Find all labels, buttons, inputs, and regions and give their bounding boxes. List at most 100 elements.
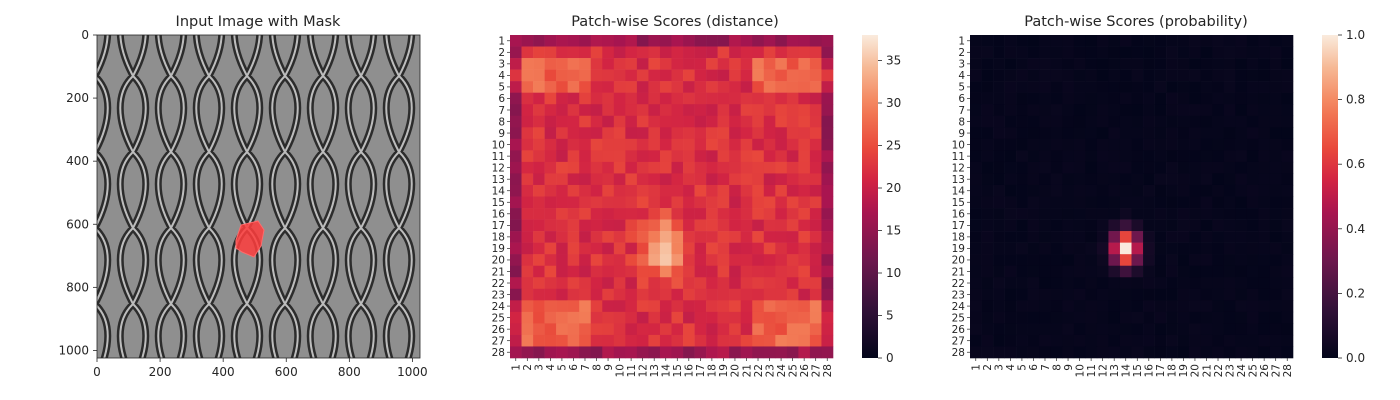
heatmap-cell (648, 334, 661, 347)
heatmap-cell (602, 219, 615, 232)
heatmap-cell (510, 277, 522, 290)
heatmap-cell (717, 254, 730, 267)
heatmap-cell (1177, 104, 1190, 117)
heatmap-cell (602, 115, 615, 128)
heatmap-cell (1119, 115, 1132, 128)
heatmap-cell (602, 288, 615, 301)
heatmap-cell (694, 184, 707, 197)
heatmap-cell (706, 92, 718, 105)
heatmap-cell (1212, 208, 1225, 220)
heatmap-cell (717, 184, 730, 197)
heatmap-cell (1235, 46, 1248, 59)
heatmap-cell (1004, 69, 1017, 82)
heatmap-cell (1189, 104, 1202, 117)
heatmap-cell (1223, 58, 1236, 70)
heatmap-cell (648, 311, 661, 324)
colorbar-tick-label: 30 (886, 96, 901, 110)
row-label: 24 (492, 301, 506, 313)
heatmap-cell (683, 208, 695, 220)
row-label: 23 (952, 289, 965, 301)
heatmap-cell (1131, 208, 1144, 220)
heatmap-cell (798, 334, 811, 347)
heatmap-cell (579, 138, 592, 151)
heatmap-cell (1246, 346, 1259, 359)
heatmap-cell (821, 311, 834, 324)
anomaly-mask (235, 220, 265, 258)
heatmap-cell (625, 173, 638, 186)
heatmap-cell (1085, 138, 1098, 151)
axes-frame (96, 34, 421, 359)
heatmap-cell (775, 150, 788, 163)
heatmap-cell (1143, 81, 1155, 93)
heatmap-cell (625, 242, 638, 255)
heatmap-cell (1096, 231, 1109, 243)
heatmap-cell (1258, 300, 1271, 313)
heatmap-cell (1223, 161, 1236, 174)
heatmap-cell (671, 196, 684, 209)
heatmap-cell (648, 184, 661, 197)
heatmap-cell (1189, 231, 1202, 243)
heatmap-cell (1085, 219, 1098, 232)
heatmap-cell (625, 46, 638, 59)
heatmap-cell (1085, 115, 1098, 128)
heatmap-cell (1212, 127, 1225, 140)
heatmap-cell (1154, 150, 1167, 163)
heatmap-cell (533, 35, 545, 47)
heatmap-cell (786, 127, 799, 140)
heatmap-cell (579, 277, 592, 290)
heatmap-cell (636, 323, 649, 336)
heatmap-cell (1027, 231, 1040, 243)
heatmap-cell (1246, 196, 1259, 209)
heatmap-cell (1200, 265, 1213, 278)
heatmap-cell (1258, 219, 1271, 232)
heatmap-cell (1189, 219, 1202, 232)
heatmap-cell (1189, 288, 1202, 301)
heatmap-cell (1062, 115, 1075, 128)
heatmap-cell (625, 138, 638, 151)
heatmap-cell (683, 115, 695, 128)
heatmap-cell (671, 323, 684, 336)
heatmap-cell (1016, 277, 1028, 290)
heatmap-cell (740, 184, 753, 197)
heatmap-cell (590, 300, 603, 313)
heatmap-cell (717, 208, 730, 220)
heatmap-cell (1073, 300, 1086, 313)
heatmap-cell (613, 92, 626, 105)
heatmap-cell (694, 46, 707, 59)
col-label: 3 (994, 364, 1006, 371)
heatmap-cell (809, 277, 822, 290)
heatmap-cell (1235, 35, 1248, 47)
heatmap-cell (752, 161, 765, 174)
heatmap-cell (821, 231, 834, 243)
heatmap-cell (567, 311, 580, 324)
heatmap-cell (1119, 288, 1132, 301)
heatmap-cell (659, 173, 672, 186)
heatmap-cell (694, 323, 707, 336)
heatmap-cell (544, 127, 557, 140)
col-label: 25 (787, 364, 799, 377)
heatmap-cell (1027, 35, 1040, 47)
heatmap-cell (556, 346, 568, 359)
heatmap-cell (1200, 173, 1213, 186)
heatmap-cell (1131, 46, 1144, 59)
heatmap-cell (602, 311, 615, 324)
row-label: 12 (952, 162, 965, 174)
heatmap-cell (544, 138, 557, 151)
heatmap-cell (970, 58, 982, 70)
heatmap-cell (729, 184, 742, 197)
heatmap-cell (1223, 104, 1236, 117)
heatmap-cell (1258, 69, 1271, 82)
heatmap-cell (993, 219, 1005, 232)
heatmap-cell (625, 92, 638, 105)
heatmap-cell (613, 184, 626, 197)
heatmap-cell (1246, 219, 1259, 232)
heatmap-cell (798, 242, 811, 255)
heatmap-cell (1212, 58, 1225, 70)
heatmap-cell (1235, 173, 1248, 186)
heatmap-cell (694, 92, 707, 105)
row-label: 7 (958, 105, 965, 117)
heatmap-cell (1039, 127, 1052, 140)
heatmap-cell (706, 127, 718, 140)
heatmap-cell (1258, 115, 1271, 128)
heatmap-cell (683, 242, 695, 255)
